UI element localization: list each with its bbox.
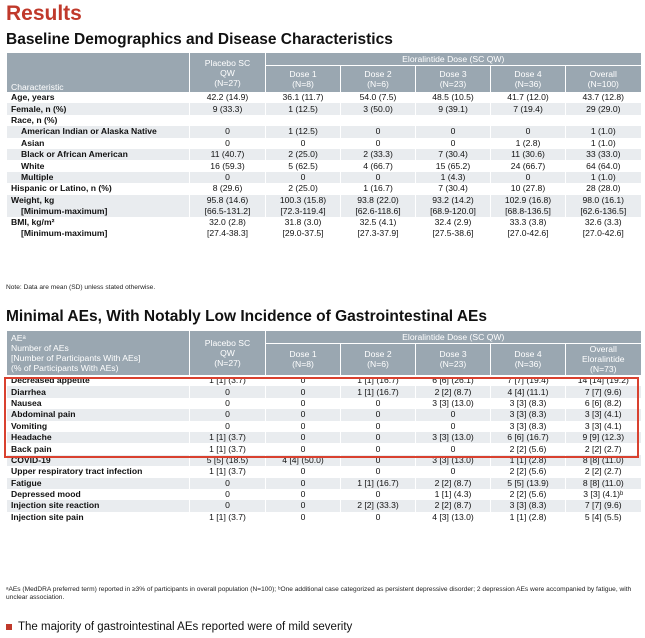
section-heading-baseline: Baseline Demographics and Disease Charac…: [6, 31, 393, 48]
baseline-table: Characteristic Placebo SC QW (N=27) Eloral…: [6, 53, 641, 239]
header-dose-2: Dose 2 (N=6): [340, 343, 416, 375]
header-dose-1: Dose 1 (N=8): [265, 65, 341, 92]
table-row: White 16 (59.3) 5 (62.5) 4 (66.7) 15 (65.2) 2…: [6, 160, 641, 172]
table-footnote: ᵃAEs (MedDRA preferred term) reported in…: [6, 586, 632, 601]
table-row: Multiple 0 0 0 1 (4.3) 0 1 (1.0): [6, 171, 641, 184]
ae-table: AEᵃ Number of AEs [Number of Participants …: [6, 331, 641, 524]
key-finding: The majority of gastrointestinal AEs rep…: [6, 621, 352, 633]
table-row: American Indian or Alaska Native 0 1 (12.5…: [6, 126, 641, 138]
header-dose-group: Eloralintide Dose (SC QW): [264, 53, 641, 66]
table-row: Hispanic or Latino, n (%) 8 (29.6) 2 (25.0…: [6, 183, 641, 195]
table-row: Decreased appetite 1 [1] (3.7) 0 1 [1] (16.…: [6, 375, 641, 387]
table-row-weight: Weight, kg [Minimum-maximum] 95.8 (14.6)[…: [6, 194, 641, 217]
table-row: Black or African American 11 (40.7) 2 (25.…: [6, 148, 641, 161]
header-dose-group: Eloralintide Dose (SC QW): [264, 331, 641, 344]
table-row: Injection site pain 1 [1] (3.7) 0 0 4 [3] (1…: [6, 511, 641, 524]
table-row-bmi: BMI, kg/m² [Minimum-maximum] 32.0 (2.8) [2…: [6, 216, 641, 239]
table-row: Female, n (%) 9 (33.3) 1 (12.5) 3 (50.0) 9 (…: [6, 103, 641, 115]
header-dose-3: Dose 3 (N=23): [415, 65, 491, 92]
table-row: Upper respiratory tract infection 1 [1] (…: [6, 466, 641, 478]
header-characteristic: Characteristic: [6, 53, 190, 92]
table-row: Race, n (%): [6, 114, 641, 127]
header-dose-3: Dose 3 (N=23): [415, 343, 491, 375]
table-note: Note: Data are mean (SD) unless stated o…: [6, 284, 156, 291]
header-ae: AEᵃ Number of AEs [Number of Participants …: [6, 331, 190, 375]
table-row: Age, years 42.2 (14.9) 36.1 (11.7) 54.0 (7.…: [6, 92, 641, 104]
header-overall: Overall Eloralintide (N=73): [564, 343, 641, 375]
header-placebo: Placebo SC QW (N=27): [189, 331, 266, 375]
table-row: Vomiting 0 0 0 0 3 [3] (8.3) 3 [3] (4.1): [6, 420, 641, 432]
table-row: Back pain 1 [1] (3.7) 0 0 0 2 [2] (5.6) 2 [2] …: [6, 443, 641, 455]
section-heading-aes: Minimal AEs, With Notably Low Incidence …: [6, 308, 487, 325]
table-row: Headache 1 [1] (3.7) 0 0 3 [3] (13.0) 6 [6] (…: [6, 431, 641, 444]
table-row: COVID-19 5 [5] (18.5) 4 [4] (50.0) 0 3 [3] (…: [6, 454, 641, 467]
table-row: Injection site reaction 0 0 2 [2] (33.3) 2 […: [6, 500, 641, 512]
bullet-square-icon: [6, 623, 12, 630]
header-dose-1: Dose 1 (N=8): [265, 343, 341, 375]
header-overall: Overall (N=100): [564, 65, 641, 92]
key-finding-text: The majority of gastrointestinal AEs rep…: [18, 621, 353, 633]
table-row: Abdominal pain 0 0 0 0 3 [3] (8.3) 3 [3] (4.1): [6, 409, 641, 421]
table-row: Fatigue 0 0 1 [1] (16.7) 2 [2] (8.7) 5 [5] (1…: [6, 477, 641, 489]
table-row: Depressed mood 0 0 0 1 [1] (4.3) 2 [2] (5.6) 3…: [6, 488, 641, 501]
page-title: Results: [6, 2, 82, 25]
header-dose-2: Dose 2 (N=6): [340, 65, 416, 92]
table-row: Asian 0 0 0 0 1 (2.8) 1 (1.0): [6, 137, 641, 149]
table-row: Diarrhea 0 0 1 [1] (16.7) 2 [2] (8.7) 4 [4] (…: [6, 386, 641, 398]
header-placebo: Placebo SC QW (N=27): [189, 53, 266, 92]
header-dose-4: Dose 4 (N=36): [490, 65, 566, 92]
header-dose-4: Dose 4 (N=36): [490, 343, 566, 375]
table-row: Nausea 0 0 0 3 [3] (13.0) 3 [3] (8.3) 6 [6] (8…: [6, 397, 641, 410]
